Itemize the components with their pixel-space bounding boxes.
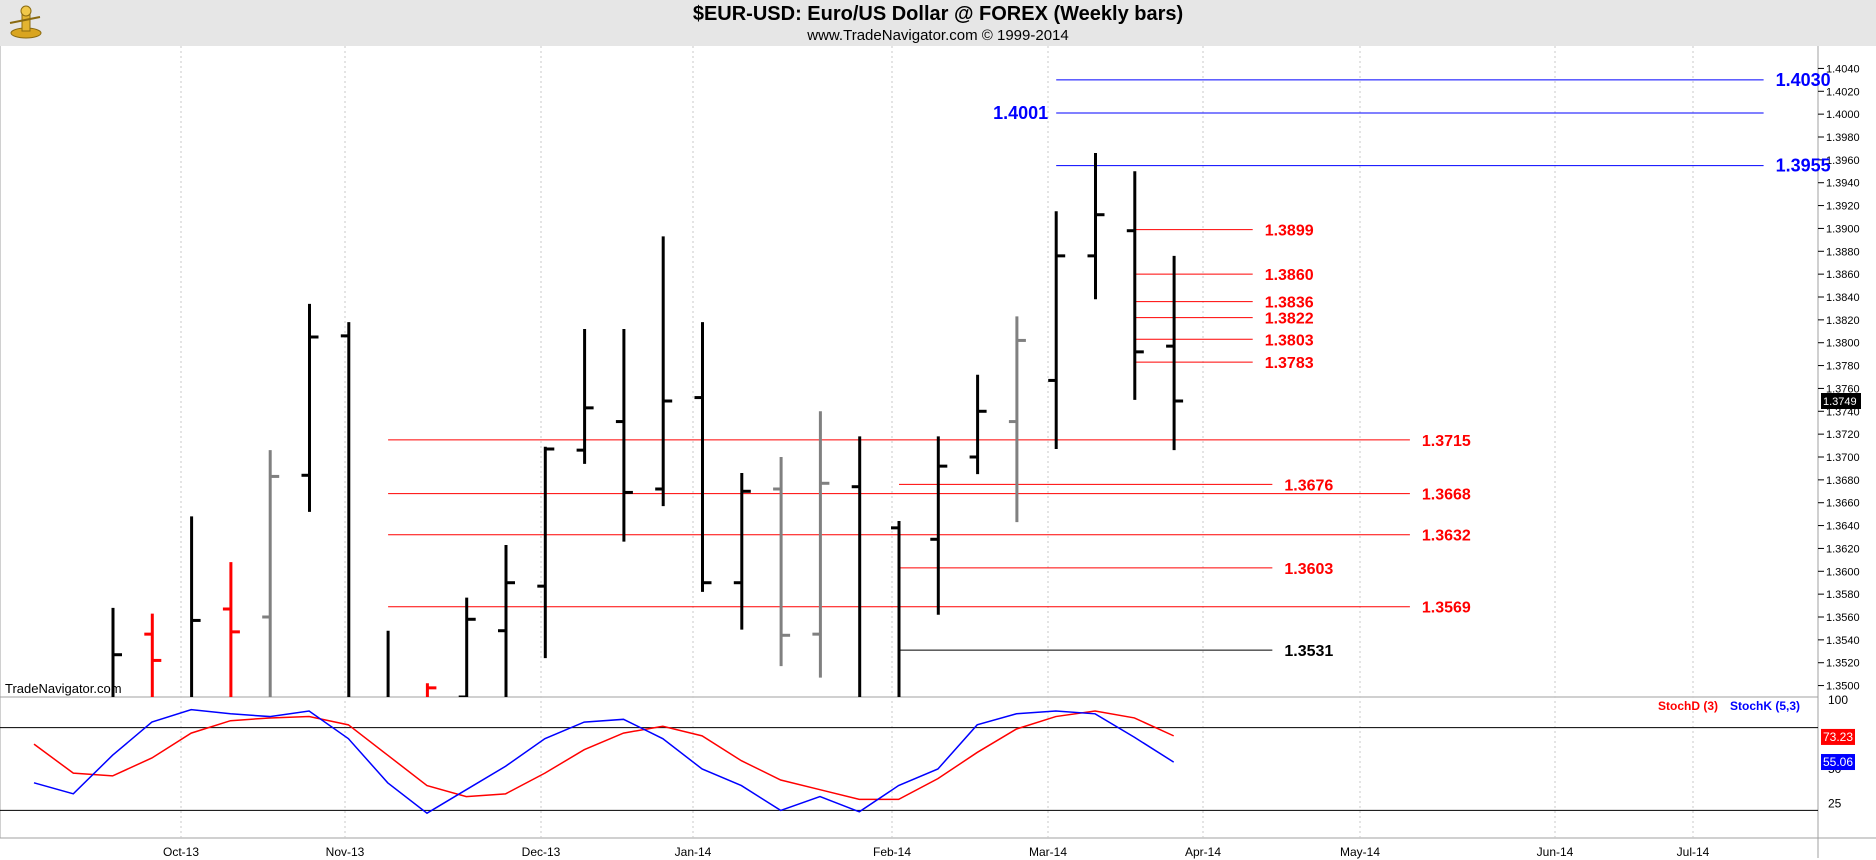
level-label: 1.3860 [1265, 267, 1314, 284]
y-tick-label: 1.4040 [1826, 63, 1860, 75]
level-label: 1.3603 [1284, 561, 1333, 578]
stochd-last-tag [1821, 728, 1855, 745]
y-tick-label: 1.4000 [1826, 109, 1860, 121]
legend-stochd: StochD (3) [1658, 699, 1718, 713]
level-label: 1.3783 [1265, 355, 1314, 372]
y-tick-label: 1.3880 [1826, 246, 1860, 258]
ohlc-bars [111, 153, 1184, 697]
y-tick-label: 1.3840 [1826, 292, 1860, 304]
x-tick-label: Feb-14 [873, 845, 911, 859]
stoch-y-tick-label: 25 [1828, 797, 1842, 811]
y-tick-label: 1.3960 [1826, 155, 1860, 167]
x-tick-label: May-14 [1340, 845, 1380, 859]
y-tick-label: 1.3740 [1826, 406, 1860, 418]
y-tick-label: 1.3540 [1826, 635, 1860, 647]
level-label: 1.4001 [993, 103, 1048, 123]
y-tick-label: 1.3680 [1826, 475, 1860, 487]
x-tick-label: Dec-13 [522, 845, 561, 859]
y-tick-label: 1.3520 [1826, 658, 1860, 670]
y-tick-label: 1.3920 [1826, 201, 1860, 213]
y-tick-label: 1.3660 [1826, 498, 1860, 510]
level-label: 1.3836 [1265, 295, 1314, 312]
x-tick-label: Apr-14 [1185, 845, 1221, 859]
stochk-last-value: 55.06 [1823, 755, 1853, 769]
x-tick-label: Oct-13 [163, 845, 199, 859]
level-label: 1.3899 [1265, 223, 1314, 240]
stoch-series-line [33, 710, 1175, 801]
chart-title: $EUR-USD: Euro/US Dollar @ FOREX (Weekly… [692, 3, 1184, 25]
y-tick-label: 1.3760 [1826, 383, 1860, 395]
y-tick-label: 1.3580 [1826, 589, 1860, 601]
level-label: 1.3955 [1776, 156, 1831, 176]
y-tick-label: 1.3500 [1826, 681, 1860, 693]
y-tick-label: 1.3860 [1826, 269, 1860, 281]
title-bar [0, 0, 1876, 46]
watermark-text: TradeNavigator.com [5, 681, 122, 696]
level-label: 1.3668 [1422, 487, 1471, 504]
x-tick-label: Jan-14 [675, 845, 712, 859]
y-tick-label: 1.3980 [1826, 132, 1860, 144]
y-tick-label: 1.3780 [1826, 361, 1860, 373]
y-tick-label: 1.3940 [1826, 178, 1860, 190]
stoch-y-tick-label: 100 [1828, 693, 1848, 707]
y-tick-label: 1.3640 [1826, 521, 1860, 533]
x-tick-label: Jun-14 [1537, 845, 1574, 859]
legend-stochk: StochK (5,3) [1730, 699, 1800, 713]
y-tick-label: 1.3700 [1826, 452, 1860, 464]
level-label: 1.3531 [1284, 643, 1333, 660]
level-label: 1.3715 [1422, 433, 1471, 450]
level-label: 1.3569 [1422, 600, 1471, 617]
x-tick-label: Nov-13 [326, 845, 365, 859]
y-tick-label: 1.3620 [1826, 543, 1860, 555]
level-label: 1.3676 [1284, 477, 1333, 494]
y-tick-label: 1.3600 [1826, 566, 1860, 578]
level-label: 1.3822 [1265, 311, 1314, 328]
level-label: 1.3632 [1422, 528, 1471, 545]
y-tick-label: 1.3800 [1826, 338, 1860, 350]
stochk-last-tag [1821, 754, 1855, 771]
stochd-last-value: 73.23 [1823, 730, 1853, 744]
level-label: 1.4030 [1776, 70, 1831, 90]
last-price-tag [1821, 393, 1861, 409]
chart-subtitle: www.TradeNavigator.com © 1999-2014 [807, 27, 1069, 44]
y-tick-label: 1.3720 [1826, 429, 1860, 441]
stoch-series-line [33, 708, 1175, 815]
y-tick-label: 1.3900 [1826, 223, 1860, 235]
x-tick-label: Mar-14 [1029, 845, 1067, 859]
last-price-label: 1.3749 [1823, 396, 1857, 408]
y-tick-label: 1.4020 [1826, 86, 1860, 98]
y-tick-label: 1.3820 [1826, 315, 1860, 327]
trade-navigator-logo-icon [9, 5, 42, 39]
level-label: 1.3803 [1265, 332, 1314, 349]
x-tick-label: Jul-14 [1677, 845, 1710, 859]
y-tick-label: 1.3560 [1826, 612, 1860, 624]
